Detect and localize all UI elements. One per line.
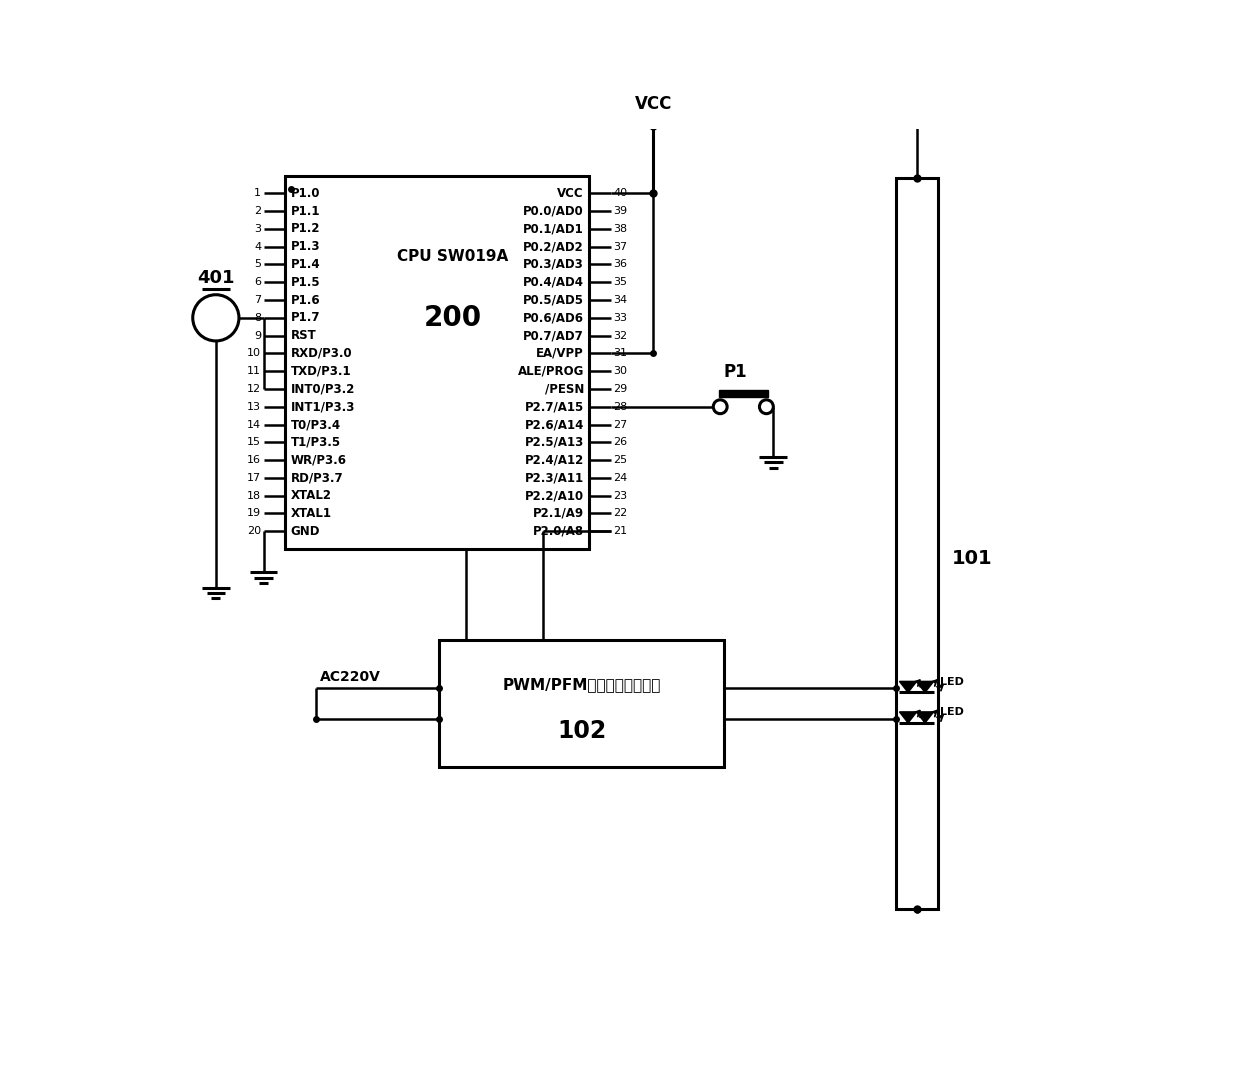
Polygon shape: [916, 681, 934, 692]
Text: P0.7/AD7: P0.7/AD7: [523, 329, 584, 342]
Text: P1.7: P1.7: [290, 312, 320, 324]
Text: 37: 37: [613, 241, 627, 251]
Text: TXD/P3.1: TXD/P3.1: [290, 364, 351, 377]
Text: 1: 1: [254, 189, 262, 198]
Text: 200: 200: [423, 304, 481, 332]
Text: P2.7/A15: P2.7/A15: [525, 400, 584, 413]
Text: P0.0/AD0: P0.0/AD0: [523, 205, 584, 218]
Text: T1/P3.5: T1/P3.5: [290, 436, 341, 448]
Text: 30: 30: [613, 367, 627, 376]
Text: 40: 40: [613, 189, 627, 198]
Text: P2.6/A14: P2.6/A14: [525, 418, 584, 431]
Text: 102: 102: [557, 719, 606, 744]
Text: 4: 4: [254, 241, 262, 251]
Bar: [439, 640, 724, 766]
Text: AC220V: AC220V: [320, 669, 381, 683]
Text: 13: 13: [247, 402, 262, 412]
Text: P2.3/A11: P2.3/A11: [525, 471, 584, 484]
Text: 36: 36: [613, 260, 627, 270]
Text: P1.3: P1.3: [290, 240, 320, 253]
Polygon shape: [719, 390, 768, 397]
Text: 33: 33: [613, 313, 627, 322]
Text: 401: 401: [197, 268, 234, 287]
Text: /PESN: /PESN: [544, 383, 584, 396]
Polygon shape: [899, 711, 916, 723]
Bar: [285, 176, 589, 549]
Text: P0.1/AD1: P0.1/AD1: [523, 222, 584, 235]
Text: P0.4/AD4: P0.4/AD4: [523, 276, 584, 289]
Text: 26: 26: [613, 438, 627, 447]
Text: PWM/PFM双模控制电源芯片: PWM/PFM双模控制电源芯片: [502, 677, 661, 692]
Text: 7: 7: [254, 295, 262, 305]
Text: WR/P3.6: WR/P3.6: [290, 454, 346, 467]
Text: P1.1: P1.1: [290, 205, 320, 218]
Polygon shape: [899, 681, 916, 692]
Text: GND: GND: [290, 525, 320, 538]
Text: 19: 19: [247, 509, 262, 519]
Text: 29: 29: [613, 384, 627, 393]
Text: 28: 28: [613, 402, 627, 412]
Text: P1.2: P1.2: [290, 222, 320, 235]
Text: 2: 2: [254, 206, 262, 216]
Text: P0.5/AD5: P0.5/AD5: [523, 293, 584, 306]
Text: P0.3/AD3: P0.3/AD3: [523, 258, 584, 271]
Text: 11: 11: [247, 367, 262, 376]
Text: 22: 22: [613, 509, 627, 519]
Text: LED: LED: [940, 677, 965, 687]
Text: VCC: VCC: [557, 186, 584, 199]
Text: P2.0/A8: P2.0/A8: [533, 525, 584, 538]
Text: P2.1/A9: P2.1/A9: [533, 507, 584, 520]
Text: P1.4: P1.4: [290, 258, 320, 271]
Text: 24: 24: [613, 473, 627, 483]
Text: 21: 21: [613, 526, 627, 536]
Text: RXD/P3.0: RXD/P3.0: [290, 347, 352, 360]
Text: P1.5: P1.5: [290, 276, 320, 289]
Text: 32: 32: [613, 331, 627, 341]
Text: VCC: VCC: [635, 95, 672, 113]
Text: 17: 17: [247, 473, 262, 483]
Text: 14: 14: [247, 419, 262, 429]
Text: P0.2/AD2: P0.2/AD2: [523, 240, 584, 253]
Text: CPU SW019A: CPU SW019A: [397, 249, 508, 264]
Text: P2.2/A10: P2.2/A10: [525, 489, 584, 502]
Text: INT0/P3.2: INT0/P3.2: [290, 383, 355, 396]
Text: P1: P1: [724, 363, 748, 382]
Text: EA/VPP: EA/VPP: [536, 347, 584, 360]
Text: 10: 10: [247, 348, 262, 358]
Text: 6: 6: [254, 277, 262, 287]
Text: 31: 31: [613, 348, 627, 358]
Text: 9: 9: [254, 331, 262, 341]
Polygon shape: [916, 711, 934, 723]
Text: 8: 8: [254, 313, 262, 322]
Text: 34: 34: [613, 295, 627, 305]
Text: XTAL2: XTAL2: [290, 489, 331, 502]
Text: 23: 23: [613, 490, 627, 500]
Text: P1.0: P1.0: [290, 186, 320, 199]
Text: ALE/PROG: ALE/PROG: [517, 364, 584, 377]
Text: 20: 20: [247, 526, 262, 536]
Text: 101: 101: [952, 549, 992, 568]
Text: 12: 12: [247, 384, 262, 393]
Text: LED: LED: [940, 707, 965, 718]
Text: INT1/P3.3: INT1/P3.3: [290, 400, 355, 413]
Text: 3: 3: [254, 224, 262, 234]
Text: P1.6: P1.6: [290, 293, 320, 306]
Text: 5: 5: [254, 260, 262, 270]
Text: P2.4/A12: P2.4/A12: [525, 454, 584, 467]
Text: RST: RST: [290, 329, 316, 342]
Text: 39: 39: [613, 206, 627, 216]
Text: 38: 38: [613, 224, 627, 234]
Bar: [895, 178, 939, 910]
Text: 18: 18: [247, 490, 262, 500]
Text: P2.5/A13: P2.5/A13: [525, 436, 584, 448]
Text: RD/P3.7: RD/P3.7: [290, 471, 343, 484]
Text: 15: 15: [247, 438, 262, 447]
Text: 35: 35: [613, 277, 627, 287]
Text: 25: 25: [613, 455, 627, 465]
Text: XTAL1: XTAL1: [290, 507, 331, 520]
Text: T0/P3.4: T0/P3.4: [290, 418, 341, 431]
Text: 27: 27: [613, 419, 627, 429]
Text: 16: 16: [247, 455, 262, 465]
Text: P0.6/AD6: P0.6/AD6: [523, 312, 584, 324]
